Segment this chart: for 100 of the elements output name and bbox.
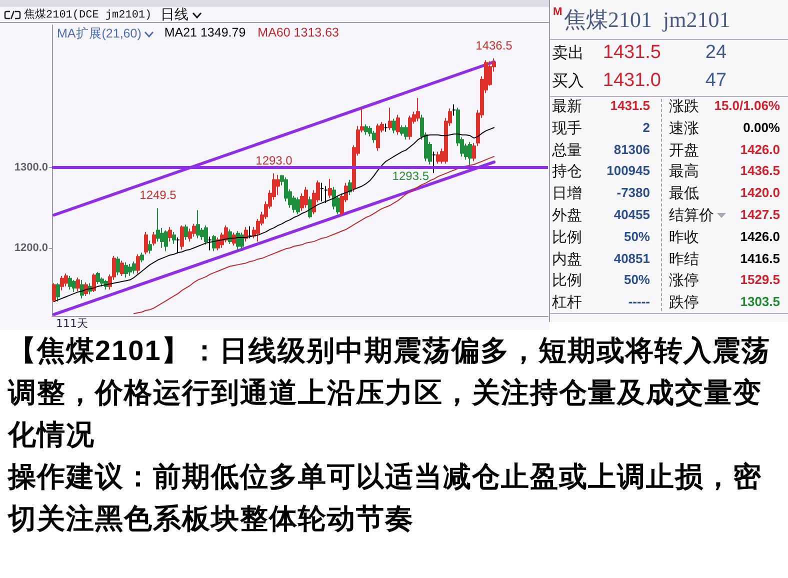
- candlestick: [152, 231, 156, 246]
- annotation: 1249.5: [140, 188, 177, 202]
- candlestick: [168, 226, 172, 242]
- candlestick: [392, 118, 396, 134]
- text: MA60 1313.63: [258, 26, 340, 40]
- candlestick: [148, 240, 152, 254]
- line-series: [54, 127, 494, 302]
- text: 操作建议：前期低位多单可以适当减仓止盈或上调止损，密切关注黑色系板块整体轮动节奏: [8, 460, 763, 536]
- text: 1431.5: [602, 41, 661, 65]
- candlestick: [184, 224, 188, 240]
- candlestick: [196, 210, 200, 239]
- text: 比例: [552, 270, 582, 290]
- text: 1426.0: [740, 140, 780, 159]
- annotation: 1293.0: [256, 153, 293, 168]
- candlestick: [388, 107, 392, 131]
- candlestick: [172, 231, 176, 244]
- text: MA21 1349.79: [164, 26, 246, 40]
- chart-title: 焦煤2101(DCE jm2101): [24, 8, 152, 22]
- candlestick: [96, 271, 100, 284]
- candlestick: [408, 115, 412, 140]
- candlestick: [84, 282, 88, 296]
- text: 涨跌: [669, 96, 699, 116]
- text: 最新: [552, 96, 582, 116]
- text: M: [553, 6, 562, 18]
- text: 81306: [614, 140, 650, 159]
- text: 结算价: [669, 205, 714, 225]
- candlestick: [384, 123, 388, 132]
- candlestick: [136, 254, 140, 274]
- text: 涨停: [669, 270, 699, 290]
- text: 总量: [552, 140, 582, 160]
- candlestick: [404, 124, 408, 140]
- candlestick: [328, 178, 332, 199]
- candlestick: [348, 179, 352, 196]
- candlestick: [372, 130, 376, 144]
- candlestick: [144, 231, 148, 255]
- annotation: 1293.5: [392, 168, 430, 183]
- text: 1427.5: [740, 206, 780, 224]
- chart-subtitle: 日线: [160, 7, 189, 23]
- candlestick: [324, 186, 328, 204]
- text: 1303.5: [740, 293, 780, 312]
- candlestick: [140, 252, 144, 263]
- text: 40455: [614, 206, 650, 224]
- annotation: 1436.5: [476, 38, 513, 52]
- candlestick: [188, 228, 192, 242]
- candlestick: [248, 226, 252, 239]
- text: 1420.0: [740, 184, 780, 202]
- candlestick: [212, 234, 216, 252]
- candlestick: [236, 230, 240, 251]
- text: 昨结: [669, 248, 699, 269]
- text: 24: [704, 41, 728, 65]
- text: 2: [642, 118, 650, 137]
- candlestick: [452, 104, 456, 116]
- text: 最高: [669, 161, 699, 182]
- legend-title: MA扩展(21,60): [57, 26, 142, 40]
- candlestick: [432, 151, 436, 174]
- candlestick: [468, 142, 472, 167]
- candlestick: [364, 124, 368, 136]
- text: 1426.0: [740, 228, 780, 246]
- candlestick: [80, 279, 84, 299]
- candlestick: [180, 224, 184, 250]
- text: 杠杆: [552, 292, 582, 312]
- candlestick: [176, 236, 180, 254]
- candlestick: [332, 186, 336, 210]
- text: 买入: [552, 70, 584, 92]
- text: 外盘: [552, 205, 582, 225]
- candlestick: [164, 230, 168, 252]
- candlestick: [76, 277, 80, 292]
- candlestick: [400, 124, 404, 136]
- candlestick: [228, 228, 232, 244]
- candlestick: [376, 123, 380, 152]
- text: 卖出: [552, 42, 584, 64]
- text: 15.0/1.06%: [714, 97, 780, 115]
- text: 【焦煤2101】：日线级别中期震荡偏多，短期或将转入震荡调整，价格运行到通道上沿压力区，关注持仓量及成交量变化情况: [8, 334, 772, 452]
- text: 内盘: [552, 248, 582, 269]
- candlestick: [124, 262, 128, 278]
- text: 最低: [669, 183, 699, 204]
- text: 0.00%: [743, 118, 780, 137]
- candlestick: [56, 282, 60, 302]
- text: -----: [628, 293, 650, 312]
- text: 昨收: [669, 226, 699, 247]
- text: 1529.5: [740, 271, 780, 290]
- text: 1431.0: [602, 69, 661, 93]
- candlestick: [116, 256, 120, 276]
- candlestick: [396, 114, 400, 136]
- candlestick: [436, 151, 440, 164]
- candlestick: [232, 232, 236, 246]
- y-tick-label: 1300.0: [14, 162, 48, 174]
- y-tick-label: 1200.0: [14, 242, 48, 254]
- text: 速涨: [669, 118, 699, 138]
- candlestick: [208, 236, 212, 251]
- candlestick: [128, 263, 132, 276]
- candlestick: [240, 232, 244, 250]
- text: 1436.5: [740, 162, 780, 180]
- candlestick: [192, 223, 196, 238]
- candlestick: [132, 260, 136, 274]
- candlestick: [92, 273, 96, 292]
- text: 50%: [624, 271, 650, 290]
- candlestick: [320, 182, 324, 202]
- annotation: 111天: [56, 317, 88, 330]
- text: 1416.5: [740, 250, 780, 268]
